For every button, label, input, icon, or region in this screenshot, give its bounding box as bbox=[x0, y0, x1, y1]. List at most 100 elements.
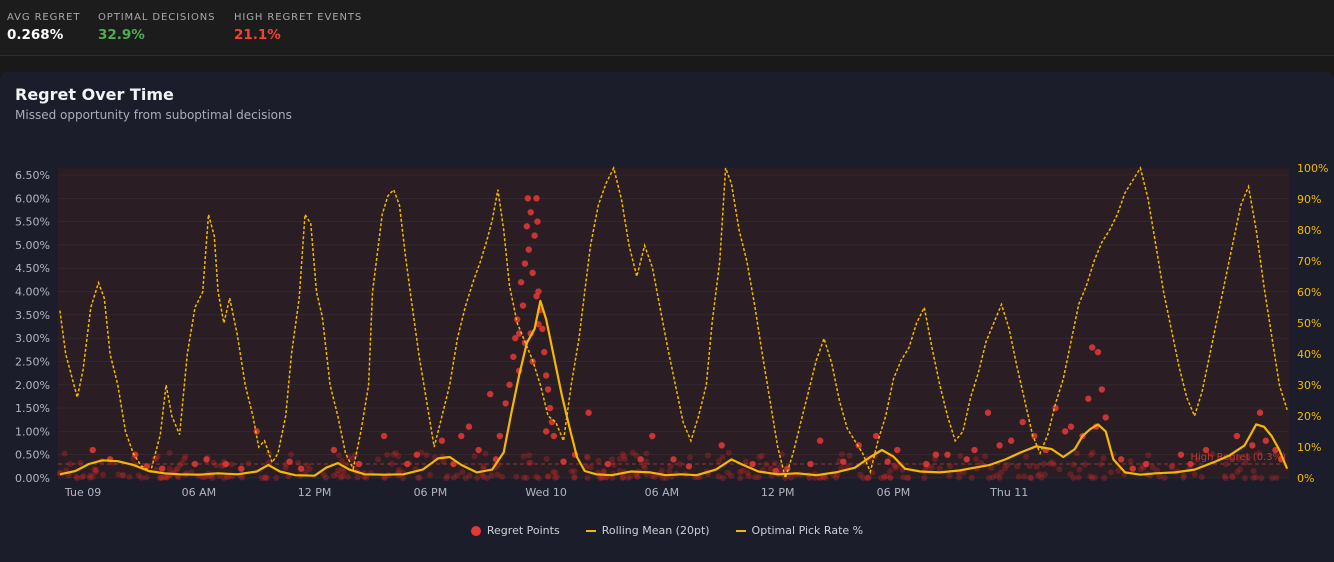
regret-noise-point bbox=[1050, 461, 1057, 468]
left-axis-ticks: 0.00% 0.50% 1.00% 1.50% 2.00% 2.50% 3.00% 3.50%… bbox=[15, 169, 50, 485]
regret-point bbox=[523, 223, 531, 230]
chart-legend: Regret Points Rolling Mean (20pt) Optima… bbox=[0, 524, 1334, 537]
regret-noise-point bbox=[87, 472, 94, 479]
summary-bar: AVG REGRET 0.268% OPTIMAL DECISIONS 32.9… bbox=[0, 0, 1334, 56]
right-axis-tick-label: 60% bbox=[1297, 286, 1321, 299]
regret-noise-point bbox=[526, 459, 533, 466]
regret-noise-point bbox=[725, 449, 732, 456]
regret-noise-point bbox=[521, 474, 528, 481]
regret-point bbox=[238, 465, 245, 472]
regret-noise-point bbox=[338, 457, 345, 464]
regret-noise-point bbox=[687, 454, 694, 461]
regret-point bbox=[512, 334, 519, 342]
regret-noise-point bbox=[388, 460, 395, 467]
regret-noise-point bbox=[1161, 474, 1168, 481]
regret-point bbox=[971, 446, 978, 454]
regret-noise-point bbox=[986, 474, 993, 481]
regret-point bbox=[355, 460, 363, 468]
regret-noise-point bbox=[381, 474, 388, 481]
regret-noise-point bbox=[643, 450, 650, 457]
regret-noise-point bbox=[1033, 463, 1040, 470]
regret-noise-point bbox=[787, 474, 794, 481]
regret-noise-point bbox=[928, 464, 935, 471]
left-axis-tick-label: 5.50% bbox=[15, 216, 50, 229]
regret-noise-point bbox=[1250, 474, 1257, 481]
regret-noise-point bbox=[302, 468, 309, 475]
regret-point bbox=[542, 428, 550, 435]
regret-noise-point bbox=[742, 458, 749, 465]
regret-noise-point bbox=[363, 474, 370, 481]
regret-point bbox=[1067, 423, 1075, 430]
regret-noise-point bbox=[1026, 463, 1033, 470]
regret-noise-point bbox=[480, 473, 487, 480]
regret-point bbox=[380, 432, 388, 440]
regret-point bbox=[1256, 409, 1264, 416]
regret-noise-point bbox=[494, 471, 501, 478]
regret-noise-point bbox=[330, 472, 337, 479]
regret-noise-point bbox=[610, 461, 617, 468]
optimal-decisions-stat: OPTIMAL DECISIONS 32.9% bbox=[98, 12, 215, 43]
regret-noise-point bbox=[527, 459, 534, 466]
legend-regret-points[interactable]: Regret Points bbox=[470, 524, 560, 537]
regret-noise-point bbox=[772, 460, 779, 467]
regret-noise-point bbox=[640, 462, 647, 469]
regret-point bbox=[544, 386, 552, 393]
regret-noise-point bbox=[767, 465, 774, 472]
regret-point bbox=[542, 372, 550, 379]
regret-point bbox=[527, 209, 534, 216]
regret-noise-point bbox=[597, 474, 604, 481]
regret-noise-point bbox=[857, 471, 864, 478]
regret-noise-point bbox=[344, 473, 351, 480]
regret-noise-point bbox=[86, 474, 93, 481]
regret-point bbox=[1088, 344, 1096, 351]
legend-rolling-mean-label: Rolling Mean (20pt) bbox=[601, 524, 710, 537]
regret-noise-point bbox=[737, 474, 744, 481]
regret-noise-point bbox=[265, 459, 272, 466]
regret-noise-point bbox=[178, 460, 185, 467]
regret-noise-point bbox=[571, 474, 578, 481]
x-axis-tick-label: Thu 11 bbox=[989, 486, 1028, 499]
regret-noise-point bbox=[936, 465, 943, 472]
regret-noise-point bbox=[782, 474, 789, 481]
regret-noise-point bbox=[1021, 473, 1028, 480]
regret-point bbox=[1117, 456, 1125, 463]
regret-noise-point bbox=[844, 462, 851, 469]
regret-noise-point bbox=[1273, 474, 1280, 481]
regret-point bbox=[458, 432, 465, 440]
regret-noise-point bbox=[471, 453, 478, 460]
legend-optimal-rate[interactable]: Optimal Pick Rate % bbox=[735, 524, 863, 537]
regret-point bbox=[524, 195, 532, 202]
regret-noise-point bbox=[553, 474, 560, 481]
regret-point bbox=[884, 458, 891, 465]
regret-noise-point bbox=[135, 472, 142, 479]
regret-noise-point bbox=[119, 472, 126, 479]
regret-point bbox=[534, 218, 541, 225]
regret-noise-point bbox=[550, 469, 557, 476]
regret-noise-point bbox=[881, 473, 888, 480]
regret-noise-point bbox=[1198, 474, 1205, 481]
regret-noise-point bbox=[968, 474, 975, 481]
regret-noise-point bbox=[228, 461, 235, 468]
regret-noise-point bbox=[1081, 461, 1088, 468]
x-axis-tick-label: 06 PM bbox=[877, 486, 911, 499]
regret-point bbox=[286, 458, 293, 465]
regret-point bbox=[1098, 386, 1106, 393]
regret-noise-point bbox=[1027, 474, 1034, 481]
regret-point bbox=[772, 467, 779, 475]
regret-noise-point bbox=[598, 474, 605, 481]
legend-rolling-mean[interactable]: Rolling Mean (20pt) bbox=[585, 524, 710, 537]
regret-noise-point bbox=[262, 474, 269, 481]
regret-noise-point bbox=[988, 464, 995, 471]
regret-noise-point bbox=[817, 474, 824, 481]
regret-noise-point bbox=[174, 465, 181, 472]
regret-point bbox=[1085, 395, 1092, 402]
regret-noise-point bbox=[466, 472, 473, 479]
regret-noise-point bbox=[533, 473, 540, 480]
regret-noise-point bbox=[1067, 471, 1074, 478]
regret-noise-point bbox=[1127, 458, 1134, 465]
regret-point bbox=[894, 446, 901, 454]
regret-point bbox=[517, 279, 525, 286]
right-axis-tick-label: 100% bbox=[1297, 162, 1328, 175]
regret-noise-point bbox=[972, 456, 979, 463]
left-axis-tick-label: 4.50% bbox=[15, 262, 50, 275]
